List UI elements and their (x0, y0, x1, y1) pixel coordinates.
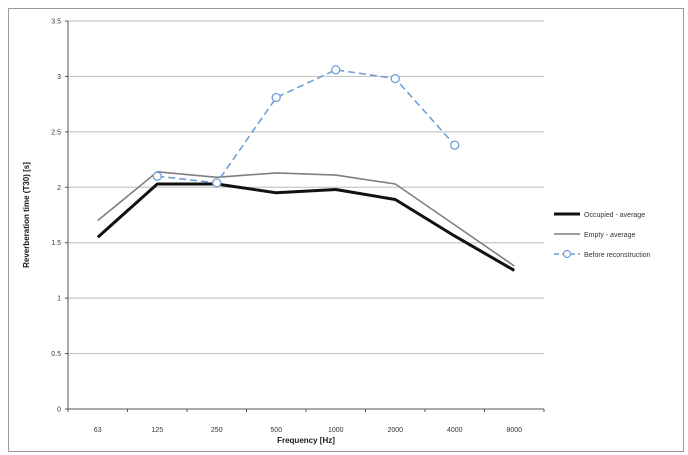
y-axis-title: Reverberation time (T30) [s] (22, 162, 31, 268)
y-tick-label: 2.5 (51, 129, 61, 136)
x-tick-label: 250 (211, 427, 223, 434)
y-tick-labels: 0 0.5 1 1.5 2 2.5 3 3.5 (51, 19, 68, 414)
data-point-marker (450, 140, 460, 150)
x-tick-label: 2000 (387, 427, 403, 434)
y-tick-label: 3 (57, 74, 61, 81)
data-point-marker (212, 178, 222, 188)
x-tick-labels: 63 125 250 500 1000 2000 4000 8000 (67, 409, 545, 434)
data-point-marker (390, 73, 400, 84)
x-tick-label: 1000 (328, 427, 344, 434)
x-tick-label: 500 (270, 427, 282, 434)
data-point-marker (152, 171, 162, 181)
grid-layer (68, 20, 544, 355)
series-line-1 (97, 171, 515, 267)
y-tick-label: 3.5 (51, 19, 61, 26)
y-tick-label: 0 (57, 407, 61, 414)
x-tick-label: 4000 (447, 427, 463, 434)
chart-frame: 0 0.5 1 1.5 2 2.5 3 3.5 63 125 250 500 1000 2000 4000… (8, 8, 684, 452)
y-tick-label: 0.5 (51, 351, 61, 358)
legend: Occupied - average Empty - average Befor… (554, 212, 651, 259)
series-layer (96, 65, 516, 272)
legend-marker-before (562, 249, 572, 259)
legend-label-before: Before reconstruction (584, 252, 651, 259)
legend-label-empty: Empty - average (584, 232, 635, 239)
reverberation-chart: 0 0.5 1 1.5 2 2.5 3 3.5 63 125 250 500 1000 2000 4000… (22, 19, 651, 446)
legend-label-occupied: Occupied - average (584, 212, 645, 219)
y-tick-label: 2 (57, 185, 61, 192)
y-tick-label: 1.5 (51, 240, 61, 247)
axes-layer (67, 21, 544, 410)
y-tick-label: 1 (57, 296, 61, 303)
data-point-marker (331, 65, 341, 75)
series-line-0 (96, 182, 516, 272)
series-line-2 (157, 68, 456, 184)
x-tick-label: 125 (151, 427, 163, 434)
x-tick-label: 8000 (506, 427, 522, 434)
x-axis-title: Frequency [Hz] (277, 436, 335, 445)
data-point-marker (271, 92, 281, 103)
x-tick-label: 63 (94, 427, 102, 434)
